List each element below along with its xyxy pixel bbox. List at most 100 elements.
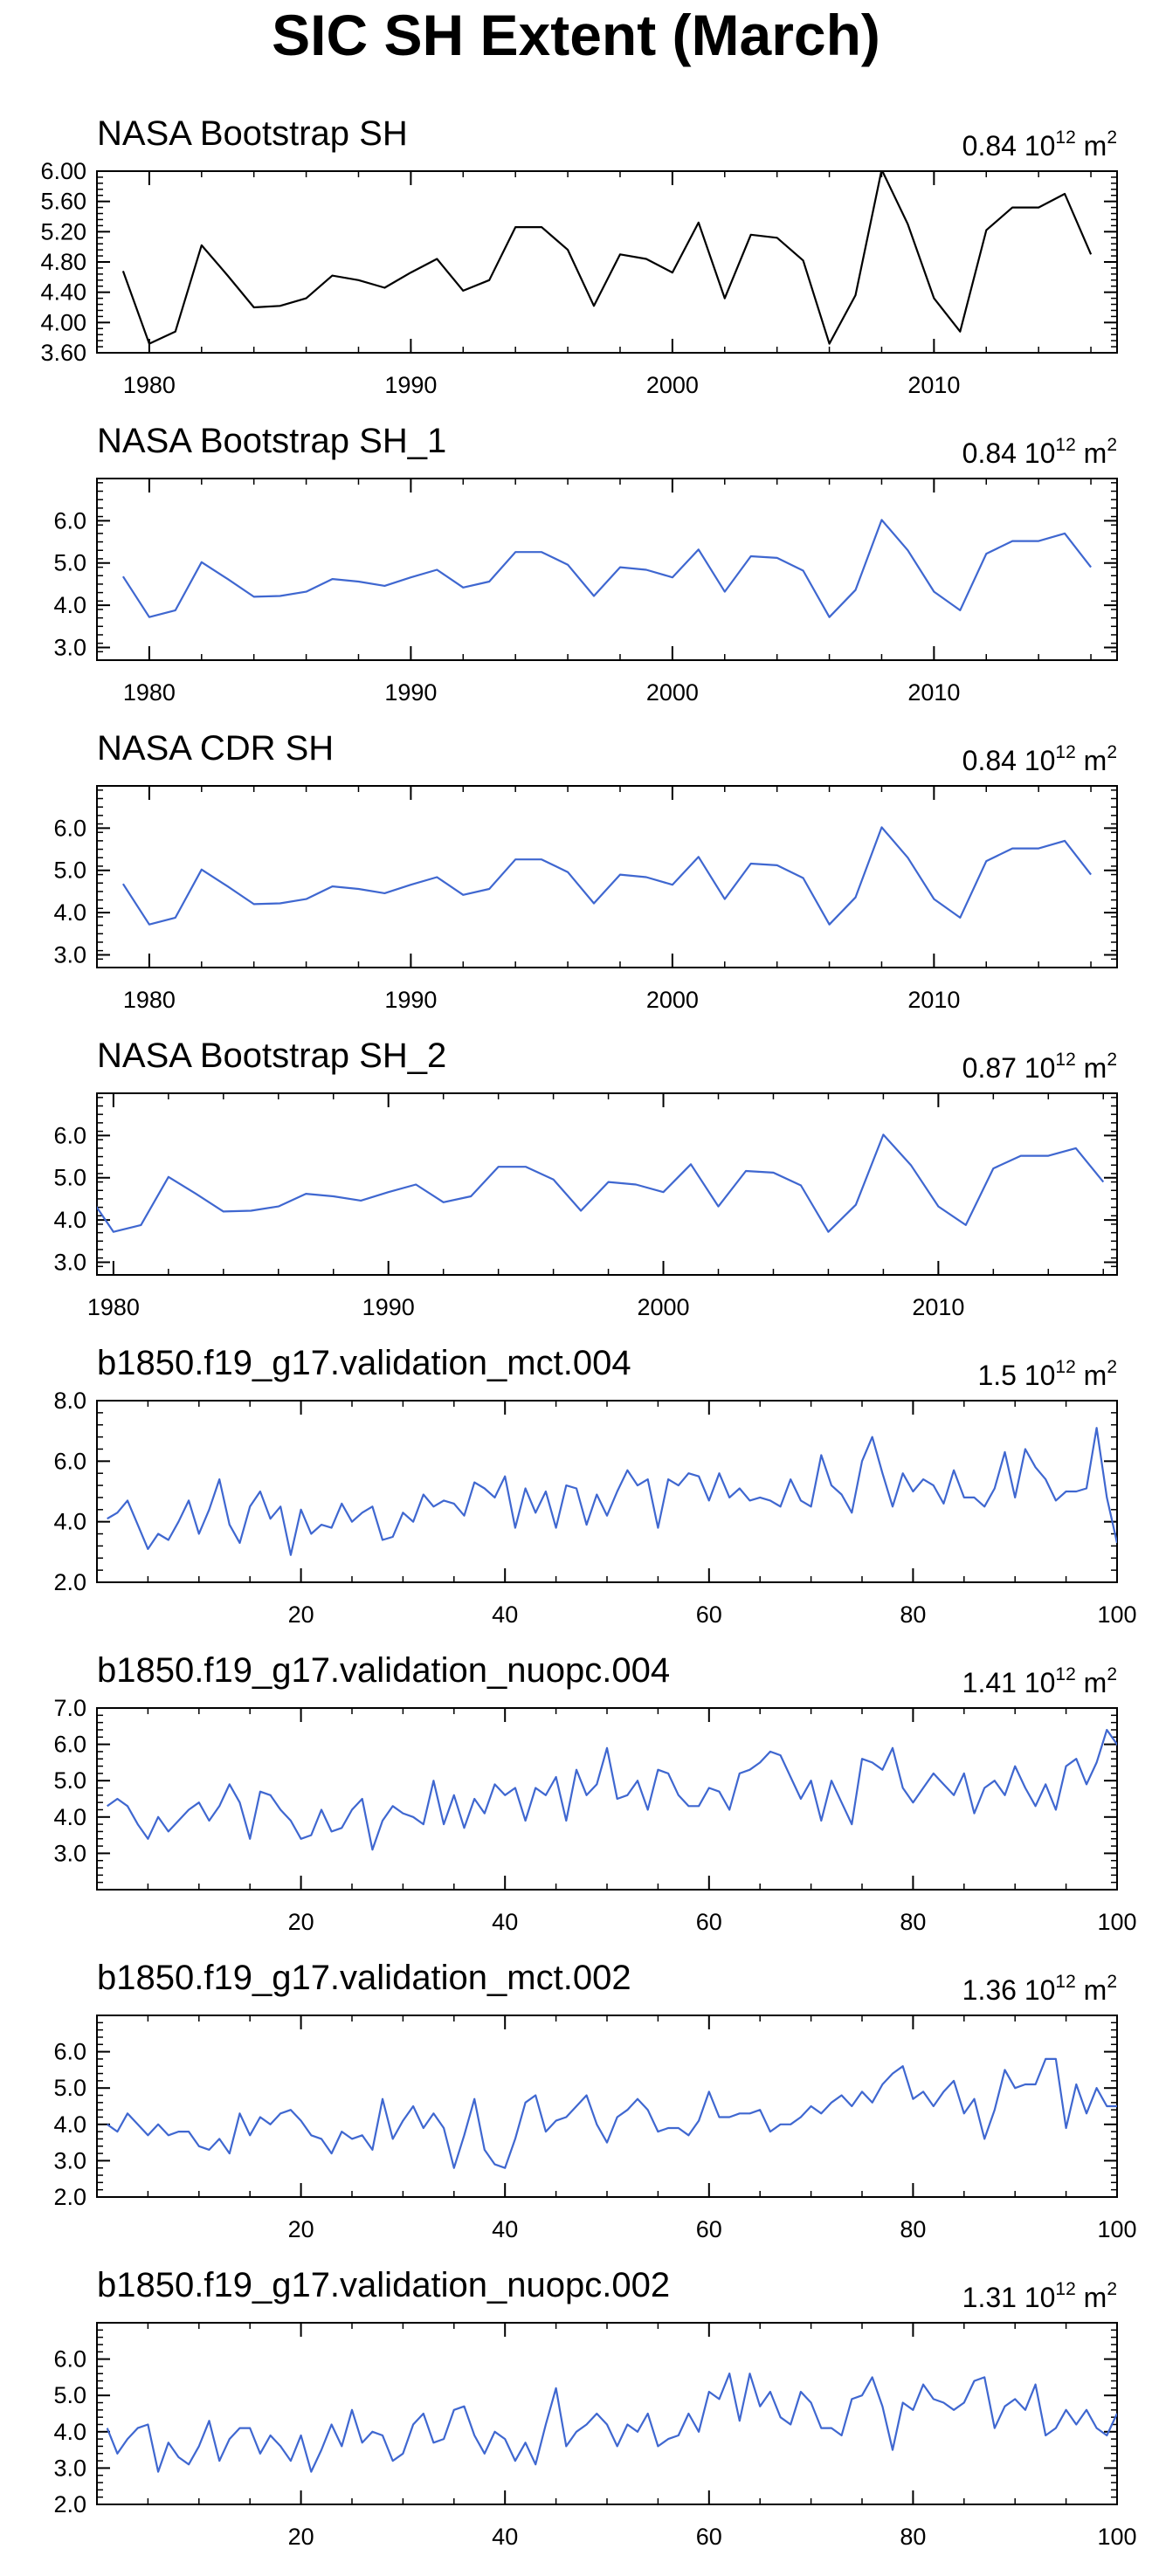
y-tick-label: 5.0: [53, 2382, 86, 2408]
x-tick-label: 2010: [907, 987, 960, 1013]
y-tick-label: 5.0: [53, 2075, 86, 2101]
y-tick-label: 6.0: [53, 1448, 86, 1474]
y-tick-label: 5.20: [40, 218, 86, 245]
y-tick-label: 4.40: [40, 279, 86, 306]
y-tick-label: 3.0: [53, 2455, 86, 2481]
y-tick-label: 3.0: [53, 634, 86, 660]
x-tick-label: 1990: [362, 1294, 415, 1320]
y-tick-label: 4.0: [53, 1804, 86, 1830]
x-tick-label: 2000: [638, 1294, 690, 1320]
x-tick-label: 1990: [384, 987, 437, 1013]
panel-4: NASA Bootstrap SH_2 0.87 1012 m2 1980 1990 2…: [53, 1037, 1118, 1320]
series-line: [106, 2373, 1117, 2473]
y-tick-label: 3.0: [53, 941, 86, 968]
x-tick-label: 40: [492, 2216, 518, 2242]
y-tick-label: 4.0: [53, 592, 86, 618]
panel-3: NASA CDR SH 0.84 1012 m2 1980 1990 2000 2010 3…: [53, 729, 1118, 1013]
y-tick-label: 4.0: [53, 2419, 86, 2445]
panel-title: NASA Bootstrap SH_1: [97, 422, 446, 460]
panel-title: NASA Bootstrap SH_2: [97, 1037, 446, 1075]
panel-7: b1850.f19_g17.validation_mct.002 1.36 101…: [53, 1959, 1136, 2242]
series-line: [107, 1728, 1117, 1851]
y-tick-label: 2.0: [53, 2184, 86, 2210]
y-tick-label: 5.0: [53, 858, 86, 884]
x-tick-label: 80: [900, 1909, 926, 1935]
x-tick-label: 100: [1097, 2216, 1136, 2242]
panel-title: NASA CDR SH: [97, 729, 334, 768]
y-tick-label: 6.0: [53, 815, 86, 841]
panel-8: b1850.f19_g17.validation_nuopc.002 1.31 1…: [53, 2266, 1136, 2550]
x-tick-label: 60: [696, 1909, 722, 1935]
x-tick-label: 1980: [123, 372, 176, 398]
panel-5: b1850.f19_g17.validation_mct.004 1.5 1012…: [53, 1344, 1136, 1628]
y-tick-label: 6.0: [53, 2346, 86, 2373]
panel-title: b1850.f19_g17.validation_nuopc.004: [97, 1651, 670, 1690]
panel-stat-label: 1.36 1012 m2: [962, 1972, 1117, 2006]
y-tick-label: 5.60: [40, 189, 86, 215]
plot-frame: [96, 170, 1118, 354]
y-tick-label: 4.0: [53, 1509, 86, 1535]
y-tick-label: 3.0: [53, 1249, 86, 1275]
x-tick-label: 20: [288, 2216, 314, 2242]
x-tick-label: 100: [1097, 1601, 1136, 1628]
y-tick-label: 4.00: [40, 309, 86, 335]
panel-6: b1850.f19_g17.validation_nuopc.004 1.41 1…: [53, 1651, 1136, 1935]
x-tick-label: 40: [492, 1909, 518, 1935]
plot-frame: [96, 2322, 1118, 2505]
y-tick-label: 4.80: [40, 249, 86, 275]
panel-stat-label: 0.84 1012 m2: [962, 127, 1117, 162]
y-tick-label: 3.60: [40, 340, 86, 366]
x-tick-label: 20: [288, 1909, 314, 1935]
series-line: [121, 519, 1092, 618]
y-tick-label: 2.0: [53, 1569, 86, 1595]
y-tick-label: 2.0: [53, 2491, 86, 2517]
x-tick-label: 1980: [123, 679, 176, 706]
y-tick-label: 6.0: [53, 1122, 86, 1148]
plot-frame: [96, 1707, 1118, 1891]
x-tick-label: 1990: [384, 372, 437, 398]
x-tick-label: 100: [1097, 2524, 1136, 2550]
panel-title: b1850.f19_g17.validation_mct.002: [97, 1959, 631, 1997]
panel-title: b1850.f19_g17.validation_nuopc.002: [97, 2266, 670, 2304]
x-tick-label: 2000: [646, 987, 699, 1013]
series-line: [107, 2057, 1117, 2169]
x-tick-label: 40: [492, 1601, 518, 1628]
x-tick-label: 60: [696, 1601, 722, 1628]
series-line: [107, 1427, 1117, 1556]
x-tick-label: 1990: [384, 679, 437, 706]
y-tick-label: 5.0: [53, 1767, 86, 1794]
panel-stat-label: 0.84 1012 m2: [962, 742, 1117, 776]
plot-frame: [96, 1092, 1118, 1276]
x-tick-label: 80: [900, 2216, 926, 2242]
y-tick-label: 6.0: [53, 1732, 86, 1758]
plot-frame: [96, 1400, 1118, 1583]
y-tick-label: 7.0: [53, 1695, 86, 1721]
x-tick-label: 80: [900, 1601, 926, 1628]
y-tick-label: 3.0: [53, 1840, 86, 1866]
panel-title: NASA Bootstrap SH: [97, 114, 408, 153]
x-tick-label: 2010: [912, 1294, 964, 1320]
y-tick-label: 5.0: [53, 550, 86, 576]
series-line: [121, 826, 1092, 926]
x-tick-label: 20: [288, 2524, 314, 2550]
y-tick-label: 8.0: [53, 1388, 86, 1414]
x-tick-label: 1980: [87, 1294, 140, 1320]
plot-frame: [96, 2015, 1118, 2198]
panel-stat-label: 1.41 1012 m2: [962, 1664, 1117, 1698]
panel-stat-label: 0.87 1012 m2: [962, 1050, 1117, 1084]
x-tick-label: 40: [492, 2524, 518, 2550]
plot-frame: [96, 785, 1118, 968]
page-title: SIC SH Extent (March): [272, 3, 880, 67]
x-tick-label: 80: [900, 2524, 926, 2550]
y-tick-label: 6.00: [40, 158, 86, 184]
x-tick-label: 60: [696, 2216, 722, 2242]
x-tick-label: 2000: [646, 679, 699, 706]
y-tick-label: 4.0: [53, 1207, 86, 1233]
x-tick-label: 60: [696, 2524, 722, 2550]
series-line: [121, 171, 1093, 345]
x-tick-label: 2010: [907, 372, 960, 398]
y-tick-label: 3.0: [53, 2147, 86, 2173]
y-tick-label: 4.0: [53, 2111, 86, 2138]
x-tick-label: 20: [288, 1601, 314, 1628]
